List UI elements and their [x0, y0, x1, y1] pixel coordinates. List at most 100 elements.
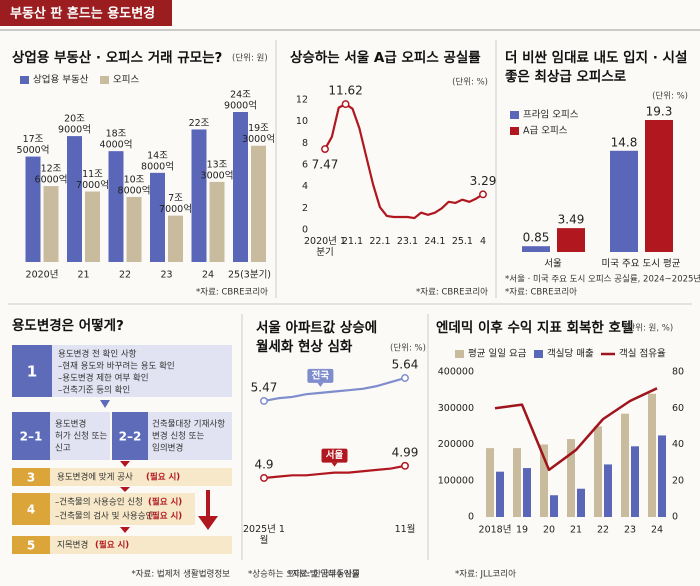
- step-box: [50, 468, 232, 486]
- y-tick-label: 8: [302, 138, 308, 149]
- point-marker: [341, 100, 350, 109]
- step-number-box: [12, 412, 50, 460]
- bar: [150, 172, 165, 262]
- point-marker: [401, 374, 409, 382]
- y-tick-label: 400000: [438, 367, 474, 378]
- x-tick-label: 23: [160, 270, 172, 281]
- point-marker: [321, 145, 329, 154]
- step-number-box: [112, 412, 148, 460]
- bar: [577, 488, 585, 517]
- legend-label: 상업용 부동산: [33, 74, 89, 86]
- step-number: 4: [27, 503, 35, 517]
- value-label: 0.85: [523, 231, 550, 245]
- value-label: 13조: [207, 159, 228, 170]
- step-number: 1: [27, 363, 37, 381]
- value-label: 11.62: [328, 84, 362, 98]
- value-label: 20조: [64, 114, 85, 125]
- step-number: 3: [27, 471, 35, 485]
- legend-swatch: [534, 350, 543, 358]
- step-note: (필요 시): [148, 497, 182, 508]
- value-label: 3000억: [242, 133, 275, 145]
- bar: [631, 446, 639, 517]
- series-tag: [307, 368, 334, 383]
- step-box: [148, 412, 232, 460]
- value-label: 17조: [23, 134, 44, 145]
- point-marker: [401, 461, 409, 470]
- x-tick-label: 24: [202, 270, 214, 281]
- step-text: 건축물대장 기재사항: [152, 419, 225, 430]
- step-text: 변경 신청 또는: [152, 431, 205, 442]
- y-tick-label: 0: [302, 225, 308, 236]
- x-tick-label: 미국 주요 도시 평균: [602, 259, 681, 270]
- value-label: 8000억: [118, 184, 151, 196]
- y2-tick-label: 40: [672, 439, 684, 450]
- line: [324, 103, 484, 220]
- bar: [168, 215, 183, 262]
- step-text: –건축물의 검사 및 사용승인: [55, 511, 153, 522]
- bar: [108, 151, 124, 262]
- step-text: 용도변경 전 확인 사항: [58, 349, 137, 360]
- y2-tick-label: 0: [672, 512, 678, 523]
- step-number-box: [12, 493, 50, 525]
- bar: [658, 435, 666, 517]
- note: *자료: CBRE코리아: [505, 287, 577, 298]
- step-number: 2–2: [119, 430, 142, 444]
- bar: [648, 393, 656, 517]
- value-label: 18조: [106, 129, 127, 140]
- chart-title: 더 비싼 임대료 내도 입지 · 시설: [505, 49, 687, 66]
- value-label: 4.9: [254, 458, 273, 472]
- bar: [540, 444, 548, 517]
- bar: [610, 150, 638, 252]
- step-number: 5: [27, 539, 35, 553]
- value-label: 4.99: [392, 445, 419, 459]
- arrow: [100, 400, 110, 408]
- value-label: 7조: [168, 193, 183, 204]
- step-number-box: [12, 536, 50, 554]
- value-label: 19.3: [646, 105, 673, 119]
- line: [494, 387, 658, 472]
- x-tick-label: 22: [597, 525, 609, 536]
- legend-label: 객실 점유율: [619, 348, 666, 360]
- value-label: 10조: [124, 174, 145, 185]
- value-label: 7.47: [312, 158, 339, 172]
- value-label: 6000억: [35, 174, 68, 186]
- step-text: 용도변경: [55, 419, 86, 430]
- legend-label: A급 오피스: [523, 126, 568, 137]
- bar: [486, 448, 494, 517]
- point-marker: [260, 474, 268, 482]
- step-text: 용도변경에 맞게 공사: [57, 472, 133, 483]
- line: [263, 464, 406, 480]
- bar: [126, 196, 142, 262]
- header-box: [0, 0, 172, 26]
- step-number-box: [12, 345, 52, 397]
- legend-swatch: [510, 127, 519, 135]
- arrow: [120, 487, 130, 492]
- step-box: [50, 493, 195, 525]
- x-tick-label: 24: [651, 525, 663, 536]
- bar: [557, 228, 585, 252]
- chart-title: 월세화 현상 심화: [256, 338, 353, 355]
- value-label: 19조: [248, 123, 269, 134]
- y-tick-label: 2: [302, 203, 308, 214]
- x-tick-label: 23: [624, 525, 636, 536]
- note: *서울 · 미국 주요 도시 오피스 공실률, 2024~2025년: [505, 274, 700, 285]
- value-label: 3000억: [201, 169, 234, 181]
- x-tick-label: 23.1: [396, 236, 418, 247]
- bar: [594, 426, 602, 517]
- diagram-title: 용도변경은 어떻게?: [12, 317, 124, 334]
- step-box: [50, 536, 232, 554]
- x-tick-label: 21.1: [341, 236, 364, 247]
- y-tick-label: 12: [296, 95, 308, 106]
- x-tick-label: 2020년 1분기: [304, 236, 346, 258]
- unit-label: (단위: 원): [232, 53, 268, 64]
- step-box: [52, 345, 232, 397]
- series-name: 서울: [326, 449, 344, 461]
- x-tick-label: 25(3분기): [228, 270, 271, 281]
- chart-title: 좋은 최상급 오피스로: [505, 69, 627, 85]
- value-label: 24조: [230, 90, 251, 101]
- source: *자료: CBRE코리아: [196, 287, 268, 298]
- x-tick-label: 서울: [544, 259, 562, 270]
- x-tick-label: 21: [570, 525, 582, 536]
- step-text: 지목변경: [57, 540, 88, 551]
